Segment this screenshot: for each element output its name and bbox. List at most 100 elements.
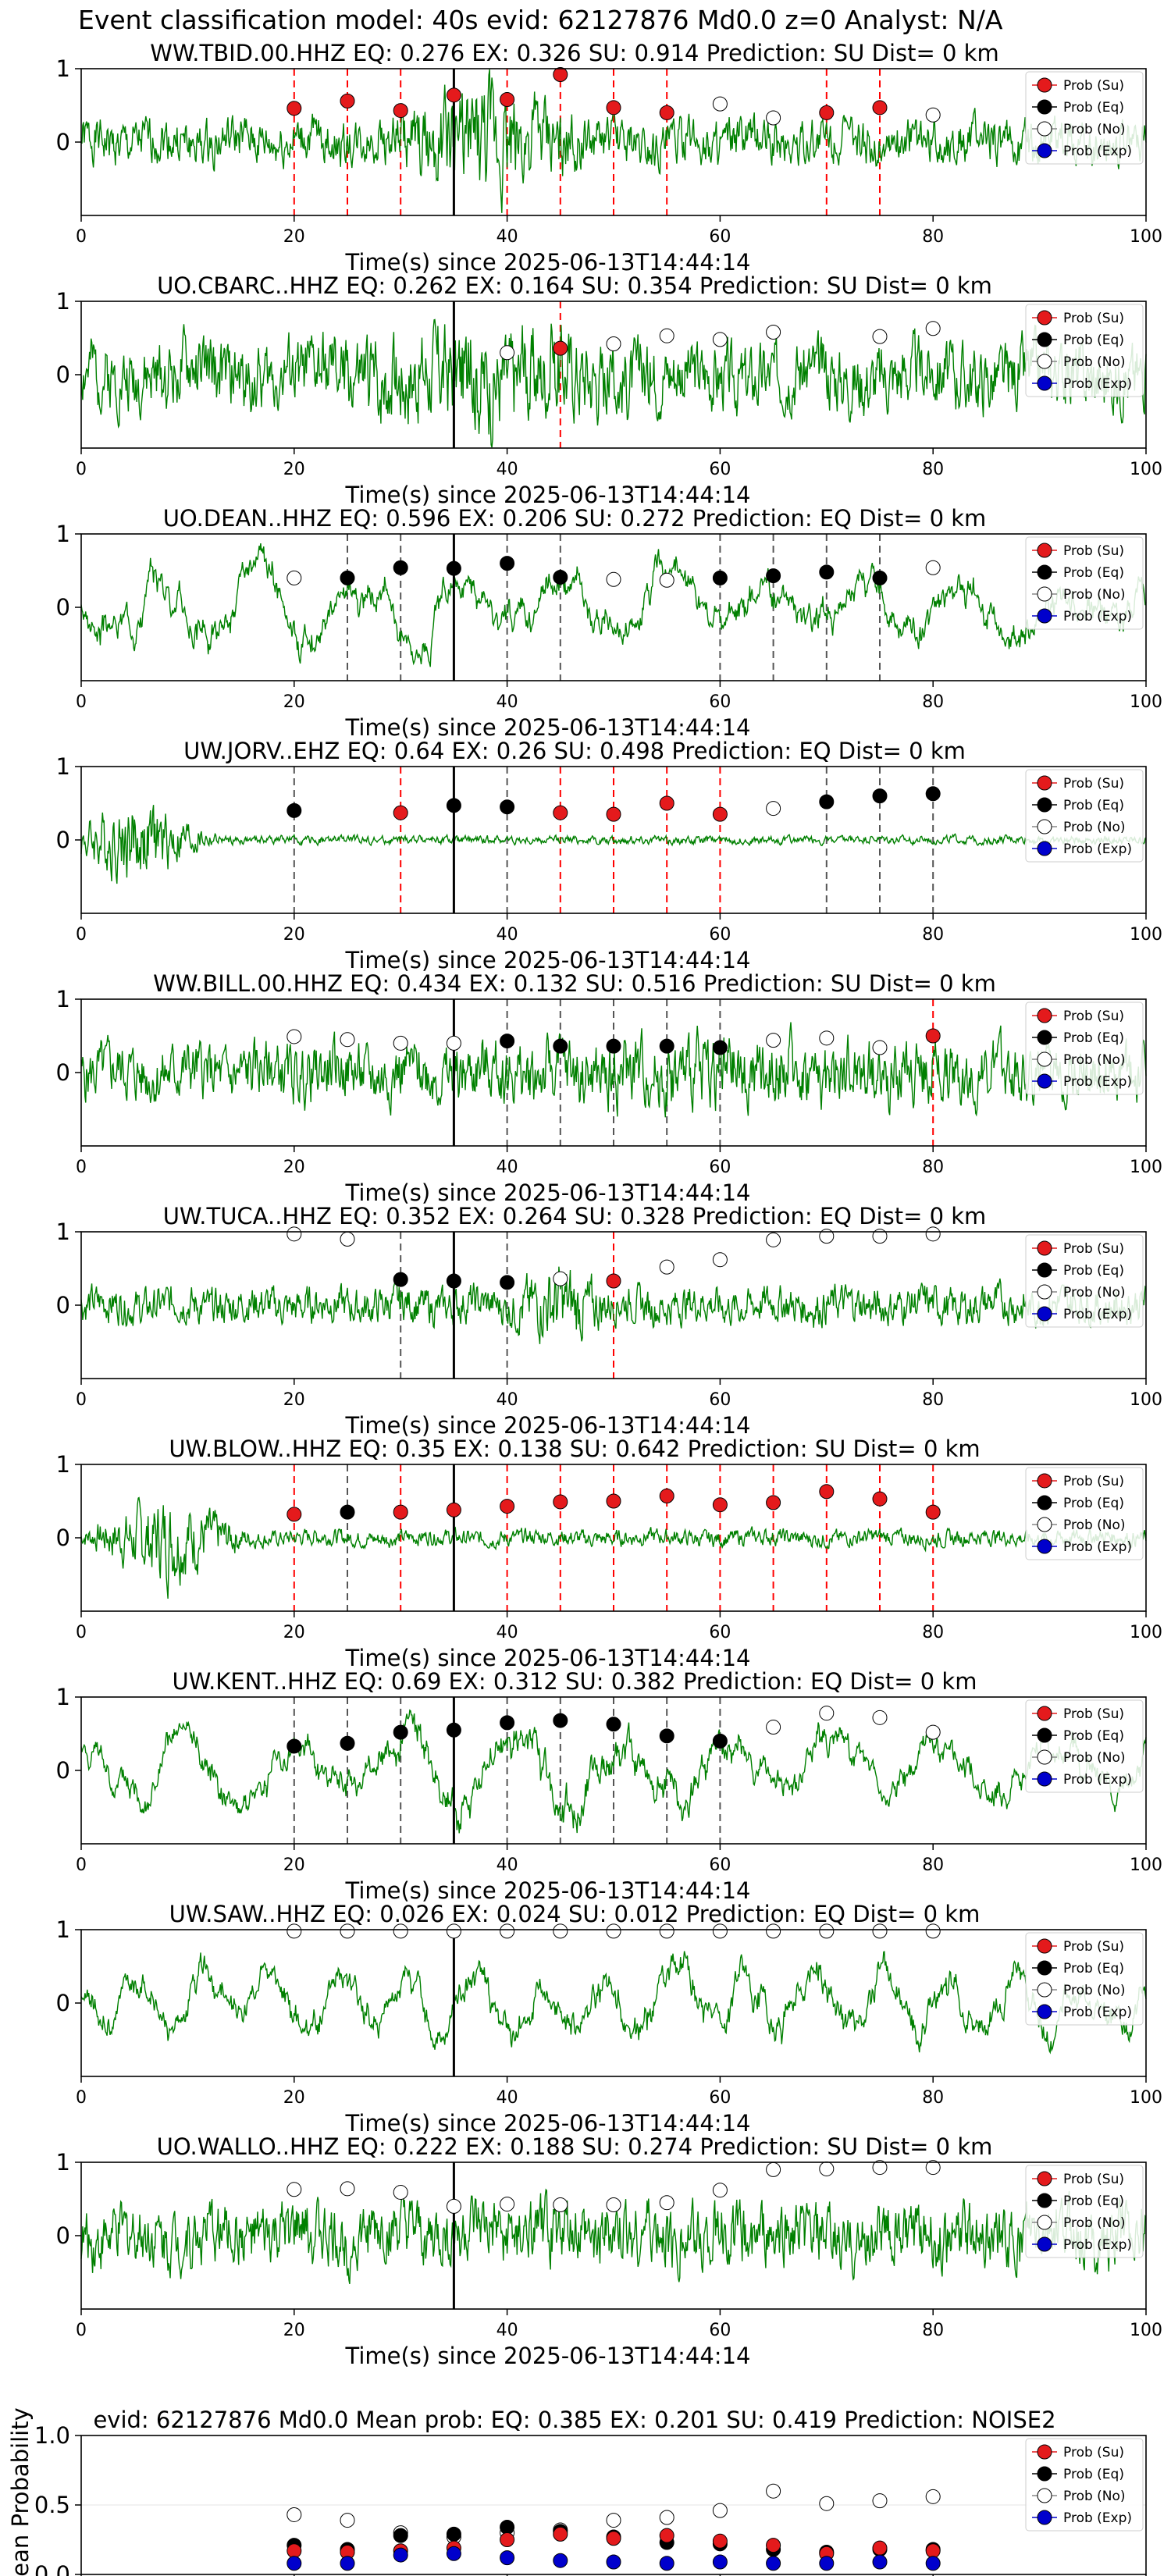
- prob-point-no: [819, 1030, 835, 1046]
- mean-probability-panel: evid: 62127876 Md0.0 Mean prob: EQ: 0.38…: [7, 2407, 1147, 2576]
- x-tick-label: 80: [922, 1856, 944, 1875]
- x-tick-label: 60: [709, 925, 731, 945]
- legend-marker-no: [1037, 2488, 1052, 2503]
- prob-point-su: [659, 105, 674, 120]
- mean-point-exp: [446, 2546, 461, 2561]
- legend-marker-no: [1037, 586, 1052, 602]
- prob-point-eq: [287, 1738, 302, 1754]
- prob-point-no: [659, 572, 674, 588]
- x-tick-label: 100: [1130, 1623, 1162, 1642]
- legend-label-su: Prob (Su): [1063, 543, 1124, 559]
- y-tick-label: 0: [56, 1292, 70, 1318]
- legend-marker-eq: [1037, 1495, 1052, 1510]
- prob-point-su: [553, 1494, 568, 1510]
- prob-point-no: [766, 1720, 781, 1735]
- prob-point-su: [393, 805, 408, 820]
- mean-point-no: [819, 2496, 835, 2511]
- prob-point-su: [553, 340, 568, 356]
- y-tick-label: 1: [56, 1684, 70, 1710]
- prob-point-su: [925, 1028, 941, 1044]
- legend-marker-no: [1037, 1749, 1052, 1765]
- mean-point-eq: [500, 2519, 515, 2535]
- x-tick-label: 100: [1130, 2321, 1162, 2340]
- legend-marker-exp: [1037, 1539, 1052, 1554]
- mean-point-exp: [766, 2556, 781, 2571]
- x-tick-label: 80: [922, 2321, 944, 2340]
- prob-point-no: [766, 110, 781, 126]
- legend-marker-eq: [1037, 332, 1052, 347]
- prob-point-no: [925, 2160, 941, 2176]
- mean-point-su: [766, 2538, 781, 2553]
- legend-marker-no: [1037, 1982, 1052, 1998]
- prob-point-no: [340, 1923, 355, 1939]
- x-tick-label: 80: [922, 1158, 944, 1177]
- mean-point-exp: [340, 2556, 355, 2571]
- waveform-trace: [80, 1951, 1147, 2055]
- legend-marker-su: [1037, 775, 1052, 791]
- legend-marker-exp: [1037, 608, 1052, 624]
- prob-point-no: [712, 1923, 728, 1939]
- prob-point-no: [606, 1923, 621, 1939]
- legend-label-no: Prob (No): [1063, 354, 1126, 370]
- mean-point-eq: [446, 2526, 461, 2542]
- prob-point-no: [340, 1231, 355, 1247]
- x-tick-label: 40: [497, 1623, 518, 1642]
- prob-point-no: [766, 1923, 781, 1939]
- prob-point-eq: [872, 570, 888, 585]
- legend-label-eq: Prob (Eq): [1063, 798, 1124, 813]
- y-tick-label: 0: [56, 827, 70, 853]
- prob-point-no: [819, 1706, 835, 1721]
- legend-label-eq: Prob (Eq): [1063, 1728, 1124, 1744]
- prob-point-no: [393, 2185, 408, 2201]
- prob-point-no: [340, 2181, 355, 2197]
- x-tick-label: 80: [922, 2088, 944, 2108]
- mean-point-exp: [553, 2553, 568, 2568]
- legend-label-no: Prob (No): [1063, 1750, 1126, 1766]
- mean-point-su: [712, 2533, 728, 2549]
- prob-point-no: [712, 96, 728, 112]
- legend-label-no: Prob (No): [1063, 2215, 1126, 2231]
- x-tick-label: 60: [709, 1158, 731, 1177]
- x-tick-label: 100: [1130, 227, 1162, 247]
- prob-point-eq: [606, 1717, 621, 1732]
- prob-point-no: [766, 1232, 781, 1247]
- waveform-trace: [80, 1022, 1147, 1118]
- x-tick-label: 20: [283, 1623, 305, 1642]
- prob-point-eq: [712, 1733, 728, 1749]
- legend-label-eq: Prob (Eq): [1063, 100, 1124, 116]
- x-tick-label: 0: [76, 925, 87, 945]
- y-tick-label: 1: [56, 55, 70, 82]
- y-tick-label: 0: [56, 1757, 70, 1784]
- x-tick-label: 100: [1130, 1856, 1162, 1875]
- legend-label-su: Prob (Su): [1063, 1009, 1124, 1024]
- prob-point-su: [500, 91, 515, 107]
- prob-point-su: [446, 1502, 461, 1517]
- panel-title: WW.BILL.00.HHZ EQ: 0.434 EX: 0.132 SU: 0…: [153, 970, 996, 997]
- prob-point-eq: [712, 1040, 728, 1055]
- legend-label-eq: Prob (Eq): [1063, 1961, 1124, 1976]
- x-tick-label: 100: [1130, 460, 1162, 479]
- prob-point-no: [659, 2195, 674, 2211]
- prob-point-no: [287, 570, 302, 585]
- panel-title: UW.JORV..EHZ EQ: 0.64 EX: 0.26 SU: 0.498…: [183, 738, 966, 764]
- prob-point-no: [500, 2197, 515, 2212]
- prob-point-su: [606, 100, 621, 116]
- prob-point-no: [287, 2182, 302, 2197]
- legend-marker-su: [1037, 1008, 1052, 1023]
- x-tick-label: 20: [283, 2321, 305, 2340]
- mean-point-su: [553, 2526, 568, 2542]
- mean-point-no: [659, 2510, 674, 2525]
- x-axis-label: Time(s) since 2025-06-13T14:44:14: [345, 249, 751, 276]
- legend-label-su: Prob (Su): [1063, 2172, 1124, 2187]
- prob-point-eq: [446, 1722, 461, 1738]
- y-tick-label: 1: [56, 288, 70, 315]
- mean-point-exp: [712, 2554, 728, 2570]
- x-tick-label: 60: [709, 1856, 731, 1875]
- legend-marker-eq: [1037, 1262, 1052, 1278]
- x-axis-label: Time(s) since 2025-06-13T14:44:14: [345, 714, 751, 741]
- prob-point-no: [872, 1710, 888, 1725]
- x-tick-label: 20: [283, 925, 305, 945]
- prob-point-su: [659, 1488, 674, 1503]
- mean-point-no: [872, 2493, 888, 2509]
- mean-point-no: [925, 2489, 941, 2504]
